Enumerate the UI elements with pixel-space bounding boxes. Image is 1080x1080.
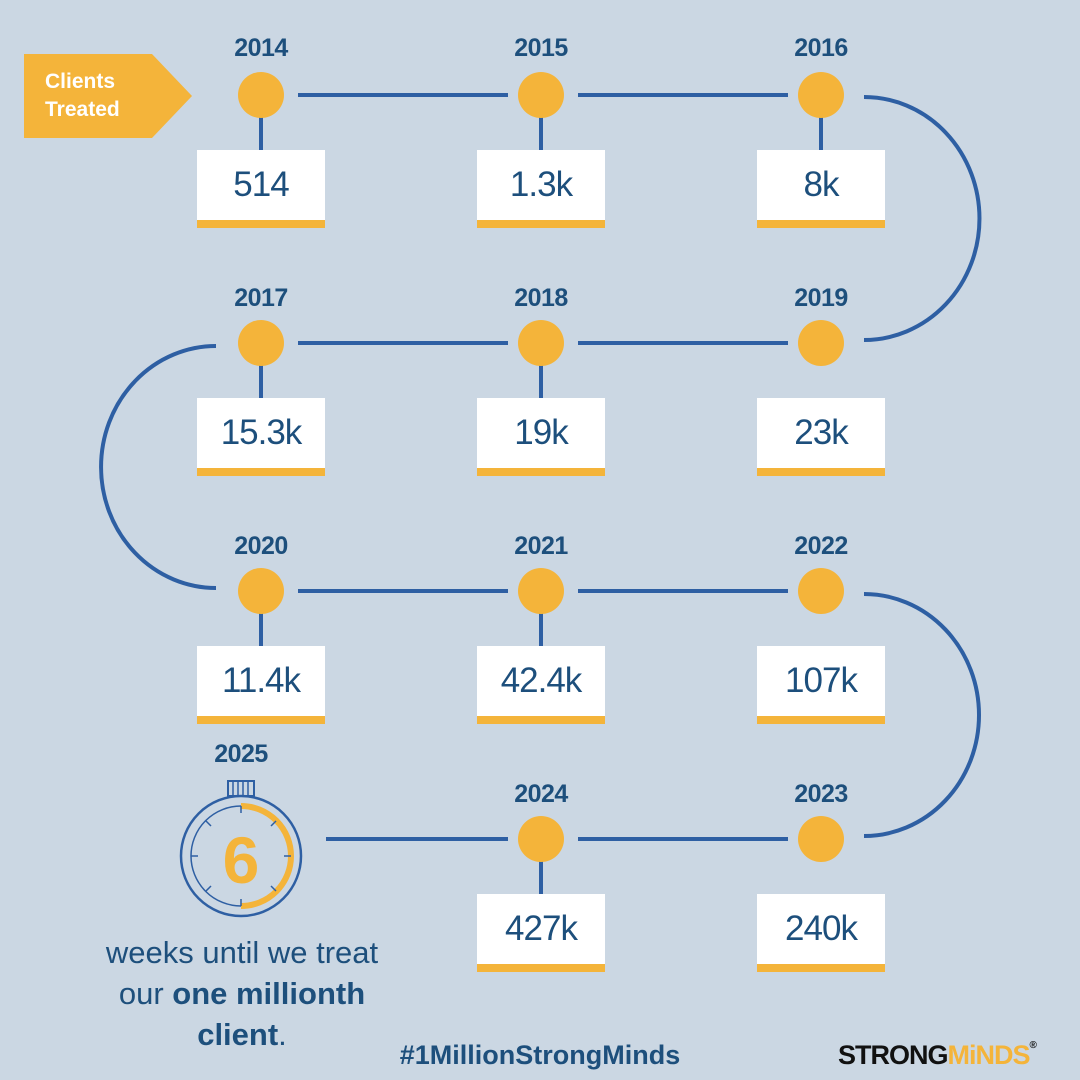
year-2018: 2018 — [514, 284, 568, 312]
value-box-2018: 19k — [477, 398, 605, 476]
value-box-2022: 107k — [757, 646, 885, 724]
year-2022: 2022 — [794, 532, 848, 560]
year-2023: 2023 — [794, 780, 848, 808]
milestone-dot-2015 — [518, 72, 564, 118]
year-2016: 2016 — [794, 34, 848, 62]
milestone-dot-2018 — [518, 320, 564, 366]
milestone-dot-2024 — [518, 816, 564, 862]
value-box-2014: 514 — [197, 150, 325, 228]
year-2017: 2017 — [234, 284, 288, 312]
milestone-dot-2019 — [798, 320, 844, 366]
year-2014: 2014 — [234, 34, 288, 62]
milestone-dot-2016 — [798, 72, 844, 118]
value-box-2024: 427k — [477, 894, 605, 972]
clients-treated-label: Clients Treated — [45, 70, 120, 121]
timeline-path — [99, 93, 982, 894]
value-box-2021: 42.4k — [477, 646, 605, 724]
countdown-caption: weeks until we treat our one millionth c… — [105, 935, 379, 1052]
year-2020: 2020 — [234, 532, 288, 560]
milestone-dot-2023 — [798, 816, 844, 862]
year-2019: 2019 — [794, 284, 848, 312]
value-box-2019: 23k — [757, 398, 885, 476]
milestone-dot-2014 — [238, 72, 284, 118]
milestone-dot-2022 — [798, 568, 844, 614]
year-2015: 2015 — [514, 34, 568, 62]
year-2024: 2024 — [514, 780, 568, 808]
milestone-dot-2017 — [238, 320, 284, 366]
milestone-dot-2020 — [238, 568, 284, 614]
countdown-number: 6 — [222, 823, 260, 897]
milestone-dot-2021 — [518, 568, 564, 614]
stopwatch-icon — [179, 780, 303, 918]
value-box-2023: 240k — [757, 894, 885, 972]
value-box-2015: 1.3k — [477, 150, 605, 228]
value-box-2016: 8k — [757, 150, 885, 228]
clients-treated-tag: Clients Treated — [24, 54, 192, 138]
year-2025: 2025 — [214, 740, 268, 768]
value-box-2020: 11.4k — [197, 646, 325, 724]
hashtag: #1MillionStrongMinds — [399, 1040, 681, 1070]
value-box-2017: 15.3k — [197, 398, 325, 476]
year-2021: 2021 — [514, 532, 568, 560]
strongminds-logo: STRONGMiNDS® — [838, 1040, 1037, 1070]
